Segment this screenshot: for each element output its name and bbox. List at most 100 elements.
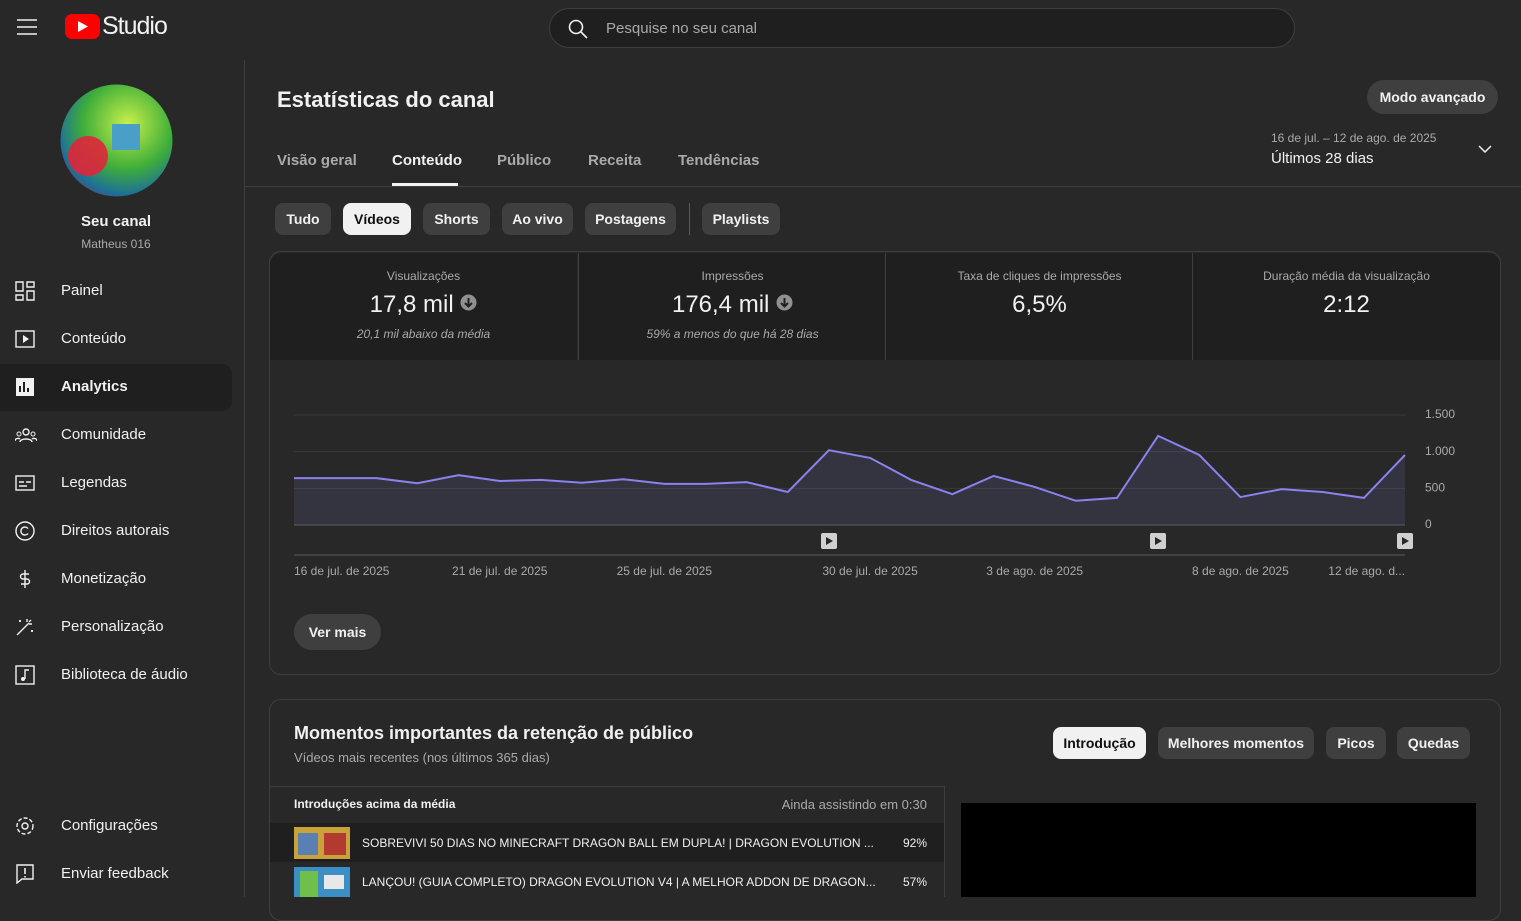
tab[interactable]: Tendências bbox=[678, 152, 760, 169]
nav-item[interactable]: Enviar feedback bbox=[0, 851, 232, 898]
nav-icon bbox=[15, 475, 35, 491]
nav-icon bbox=[16, 817, 34, 835]
x-tick-label: 3 de ago. de 2025 bbox=[986, 564, 1083, 578]
metric-value-text: 176,4 mil bbox=[671, 291, 770, 318]
nav-icon bbox=[15, 330, 35, 348]
retention-button[interactable]: Melhores momentos bbox=[1158, 727, 1314, 759]
metric-value: 6,5% bbox=[1012, 291, 1067, 318]
nav-label: Painel bbox=[61, 282, 103, 299]
section-title: Momentos importantes da retenção de públ… bbox=[294, 723, 694, 743]
logo-icon[interactable] bbox=[65, 14, 100, 39]
nav-item[interactable]: Biblioteca de áudio bbox=[0, 652, 232, 699]
tab[interactable]: Público bbox=[497, 152, 552, 169]
search-box[interactable]: Pesquise no seu canal bbox=[549, 8, 1295, 48]
logo-text[interactable]: Studio bbox=[102, 12, 168, 40]
filter-chip[interactable]: Tudo bbox=[275, 203, 331, 235]
metric-value: 2:12 bbox=[1323, 291, 1370, 318]
metric-label: Duração média da visualização bbox=[1263, 269, 1430, 283]
video-row[interactable]: SOBREVIVI 50 DIAS NO MINECRAFT DRAGON BA… bbox=[270, 823, 944, 862]
nav-icon bbox=[16, 378, 34, 396]
y-tick-label: 0 bbox=[1425, 517, 1432, 531]
period[interactable]: Últimos 28 dias bbox=[1271, 150, 1374, 167]
tab-underline bbox=[392, 183, 458, 186]
nav-item[interactable]: Direitos autorais bbox=[0, 508, 232, 555]
tab[interactable]: Conteúdo bbox=[392, 152, 462, 169]
video-percent: 92% bbox=[902, 836, 927, 850]
divider bbox=[270, 786, 944, 787]
tab[interactable]: Visão geral bbox=[277, 152, 357, 169]
nav-item[interactable]: Legendas bbox=[0, 460, 232, 507]
video-marker[interactable] bbox=[821, 533, 837, 549]
metric-value: 176,4 mil bbox=[579, 291, 886, 319]
metric-note: 59% a menos do que há 28 dias bbox=[646, 327, 819, 341]
x-tick-label: 25 de jul. de 2025 bbox=[617, 564, 713, 578]
x-tick-label: 12 de ago. d... bbox=[1328, 564, 1405, 578]
page-title: Estatísticas do canal bbox=[277, 87, 495, 112]
retention-button[interactable]: Introdução bbox=[1053, 727, 1146, 759]
sidebar: Seu canal Matheus 016 bbox=[0, 60, 245, 897]
nav-item[interactable]: Comunidade bbox=[0, 412, 232, 459]
nav-label: Analytics bbox=[61, 378, 128, 395]
divider bbox=[245, 186, 1521, 187]
filter-chip[interactable]: Playlists bbox=[702, 203, 780, 235]
nav-label: Legendas bbox=[61, 474, 127, 491]
nav-item[interactable]: Configurações bbox=[0, 803, 232, 850]
channel-name: Seu canal bbox=[80, 213, 152, 230]
filter-chip[interactable]: Postagens bbox=[585, 203, 676, 235]
advanced-mode-button[interactable]: Modo avançado bbox=[1367, 80, 1498, 114]
retention-button[interactable]: Quedas bbox=[1397, 727, 1470, 759]
menu-icon[interactable] bbox=[17, 19, 37, 35]
list-title: Introduções acima da média bbox=[294, 797, 456, 811]
nav-icon bbox=[15, 521, 35, 541]
video-marker[interactable] bbox=[1397, 533, 1413, 549]
video-preview[interactable] bbox=[961, 803, 1476, 897]
nav-item[interactable]: Personalização bbox=[0, 604, 232, 651]
metric-value-text: 17,8 mil bbox=[369, 291, 454, 318]
nav-item[interactable]: Conteúdo bbox=[0, 316, 232, 363]
line-chart: 0 500 1.000 1.500 16 de jul. de 2025 21 de ju… bbox=[294, 407, 1455, 578]
nav-icon bbox=[16, 619, 33, 636]
retention-button[interactable]: Picos bbox=[1326, 727, 1386, 759]
stats-card bbox=[269, 251, 1501, 675]
nav-item[interactable]: Painel bbox=[0, 268, 232, 315]
nav-icon bbox=[16, 864, 34, 884]
x-tick-label: 8 de ago. de 2025 bbox=[1192, 564, 1289, 578]
more-button[interactable]: Ver mais bbox=[294, 614, 381, 650]
search-icon bbox=[568, 19, 588, 39]
section-subtitle: Vídeos mais recentes (nos últimos 365 di… bbox=[294, 750, 550, 765]
metric-note: 20,1 mil abaixo da média bbox=[356, 327, 491, 341]
search-placeholder: Pesquise no seu canal bbox=[606, 20, 757, 37]
nav-label: Comunidade bbox=[61, 426, 147, 443]
video-title: LANÇOU! (GUIA COMPLETO) DRAGON EVOLUTION… bbox=[362, 875, 876, 889]
nav-item[interactable]: Analytics bbox=[0, 364, 232, 411]
y-tick-label: 1.000 bbox=[1425, 444, 1455, 458]
top-bar: Studio Pesquise no seu canal bbox=[0, 0, 1521, 60]
metric-tab[interactable]: Visualizações 17,8 mil 20,1 mil abaixo d… bbox=[270, 253, 577, 360]
area-fill bbox=[294, 435, 1405, 525]
date-range[interactable]: 16 de jul. – 12 de ago. de 2025 bbox=[1271, 131, 1437, 145]
nav-label: Personalização bbox=[61, 618, 164, 635]
nav-item[interactable]: Monetização bbox=[0, 556, 232, 603]
video-title: SOBREVIVI 50 DIAS NO MINECRAFT DRAGON BA… bbox=[362, 836, 874, 850]
video-marker[interactable] bbox=[1150, 533, 1166, 549]
metric-tab[interactable]: Taxa de cliques de impressões 6,5% bbox=[885, 253, 1193, 360]
filter-chip[interactable]: Ao vivo bbox=[502, 203, 573, 235]
filter-chip[interactable]: Vídeos bbox=[343, 203, 411, 235]
tab[interactable]: Receita bbox=[588, 152, 642, 169]
filter-chip[interactable]: Shorts bbox=[423, 203, 490, 235]
video-row[interactable]: LANÇOU! (GUIA COMPLETO) DRAGON EVOLUTION… bbox=[270, 862, 944, 897]
dropdown-chevron[interactable] bbox=[1478, 145, 1492, 154]
nav-label: Configurações bbox=[61, 817, 158, 834]
down-icon bbox=[460, 294, 477, 311]
metric-label: Visualizações bbox=[386, 269, 461, 283]
metric-tab[interactable]: Duração média da visualização 2:12 bbox=[1192, 253, 1500, 360]
nav-label: Monetização bbox=[61, 570, 147, 587]
avatar[interactable] bbox=[60, 84, 173, 197]
metric-label: Taxa de cliques de impressões bbox=[957, 269, 1122, 283]
metric-tab[interactable]: Impressões 176,4 mil 59% a menos do que … bbox=[578, 253, 886, 360]
divider bbox=[944, 786, 945, 897]
thumbnail bbox=[294, 867, 350, 897]
metric-label: Impressões bbox=[701, 269, 764, 283]
